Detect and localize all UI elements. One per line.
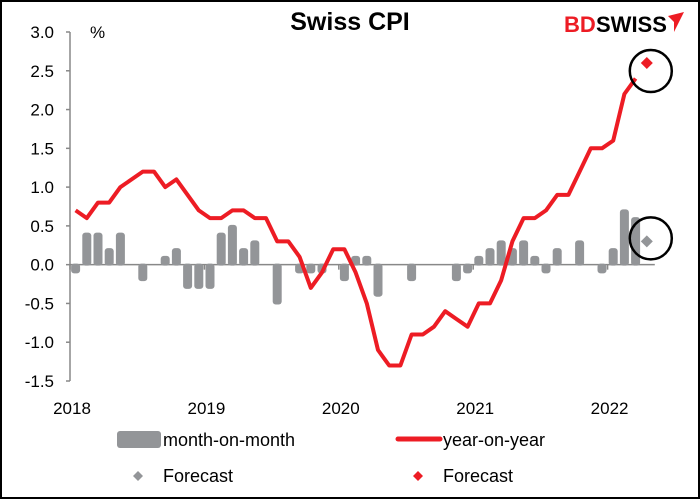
mom-bar [519,240,529,266]
mom-bar [463,263,473,274]
mom-bar [93,232,103,266]
legend-yoy-label: year-on-year [443,430,545,450]
mom-bar [138,263,148,282]
y-tick-label: -0.5 [25,294,54,313]
y-tick-label: 1.0 [30,178,54,197]
mom-bar [485,248,495,266]
yoy-line [74,77,638,368]
yoy-forecast-marker [640,57,653,70]
x-tick-label: 2022 [591,399,629,418]
annotation-circle-yoy [628,48,674,94]
logo-swiss: SWISS [596,12,667,37]
mom-bar [362,255,372,266]
mom-bar [71,263,81,274]
x-tick-label: 2020 [322,399,360,418]
y-tick-label: 0.5 [30,217,54,236]
logo-arrow-icon [668,12,684,32]
mom-bar [183,263,193,289]
legend-mom-label: month-on-month [163,430,295,450]
logo-bd: BD [564,12,596,37]
mom-bar [597,263,607,274]
x-tick-label: 2018 [53,399,91,418]
mom-bar [205,263,215,289]
mom-bar [552,248,562,266]
annotation-circle-mom [628,216,674,261]
y-tick-label: 1.5 [30,139,54,158]
mom-bar [451,263,461,282]
legend-mom-swatch [117,431,161,448]
mom-bar [339,263,349,282]
bdswiss-logo: BD SWISS [564,12,684,37]
x-tick-label: 2019 [187,399,225,418]
mom-bar [104,248,114,266]
mom-bar [407,263,417,282]
mom-bar [160,255,170,266]
mom-bar [306,263,316,274]
mom-bar [171,248,181,266]
mom-bar [250,240,260,266]
mom-bar [216,232,226,266]
y-tick-label: -1.5 [25,372,54,391]
mom-bar [272,263,282,305]
mom-forecast-marker [640,235,653,248]
legend-mom-forecast-icon [133,471,143,481]
mom-bar [496,240,506,266]
y-unit-label: % [90,23,105,42]
y-tick-label: 2.5 [30,62,54,81]
mom-bar [608,248,618,266]
mom-bar [373,263,383,297]
mom-bar [239,248,249,266]
y-tick-label: -1.0 [25,333,54,352]
mom-bar [82,232,92,266]
mom-bar [575,240,585,266]
mom-bar [194,263,204,289]
mom-bar [227,224,237,266]
legend-yoy-forecast-label: Forecast [443,466,513,486]
legend-yoy-forecast-icon [413,471,423,481]
mom-bar [619,209,629,266]
mom-bar [115,232,125,266]
legend-mom-forecast-label: Forecast [163,466,233,486]
x-tick-label: 2021 [456,399,494,418]
mom-bar [541,263,551,274]
mom-bar [530,255,540,266]
y-tick-label: 3.0 [30,23,54,42]
chart-title: Swiss CPI [290,8,410,36]
y-tick-label: 2.0 [30,101,54,120]
y-tick-label: 0.0 [30,256,54,275]
mom-bar [474,255,484,266]
